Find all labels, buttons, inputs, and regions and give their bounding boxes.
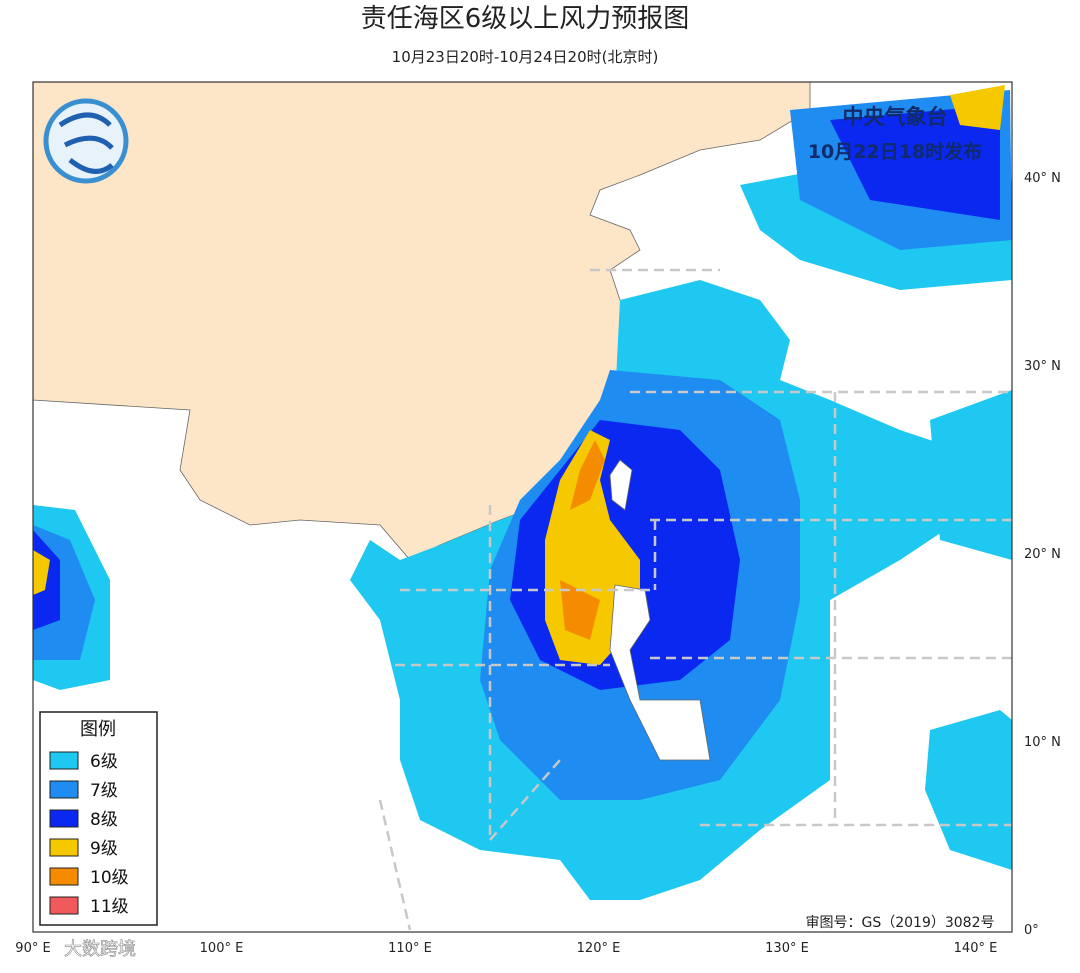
wind-zone bbox=[930, 390, 1012, 560]
legend-label: 10级 bbox=[90, 868, 129, 888]
lon-label: 140° E bbox=[954, 941, 998, 956]
legend-label: 9级 bbox=[90, 839, 118, 859]
legend-swatch bbox=[49, 867, 79, 886]
wind-zone bbox=[925, 710, 1012, 870]
wind-zone bbox=[570, 440, 605, 510]
issue-time: 10月22日18时发布 bbox=[808, 140, 982, 163]
lon-label: 110° E bbox=[388, 941, 432, 956]
wind-zone bbox=[830, 105, 1000, 220]
watermark: 大数跨境 bbox=[64, 939, 136, 960]
boundary-line bbox=[378, 268, 1012, 931]
logo-mark bbox=[58, 112, 114, 174]
map-number: 审图号：GS（2019）3082号 bbox=[806, 915, 995, 931]
title: 责任海区6级以上风力预报图 bbox=[361, 4, 690, 34]
legend-title: 图例 bbox=[80, 719, 116, 740]
legend-swatch bbox=[49, 896, 79, 915]
legend-swatch bbox=[49, 809, 79, 828]
logo bbox=[43, 98, 129, 184]
lon-label: 100° E bbox=[200, 941, 244, 956]
legend-label: 6级 bbox=[90, 752, 118, 772]
wind-zone bbox=[950, 85, 1005, 130]
legend-swatch bbox=[49, 751, 79, 770]
taiwan bbox=[609, 459, 633, 511]
legend-swatch bbox=[49, 838, 79, 857]
legend-box bbox=[39, 711, 158, 926]
legend-label: 11级 bbox=[90, 897, 129, 917]
lat-label: 40° N bbox=[1024, 171, 1061, 186]
legend-swatch bbox=[49, 780, 79, 799]
sea-area-boundaries bbox=[378, 268, 1012, 931]
philippines bbox=[609, 584, 711, 761]
agency: 中央气象台 bbox=[843, 105, 948, 129]
legend-label: 8级 bbox=[90, 810, 118, 830]
map-frame bbox=[32, 81, 1013, 933]
legend: 图例 6级 7级 8级 9级 10级 11级 bbox=[39, 711, 158, 926]
subtitle: 10月23日20时-10月24日20时(北京时) bbox=[392, 48, 659, 66]
lon-label: 130° E bbox=[765, 941, 809, 956]
legend-label: 7级 bbox=[90, 781, 118, 801]
map-area bbox=[32, 81, 1013, 933]
lat-label: 20° N bbox=[1024, 547, 1061, 562]
lat-label: 30° N bbox=[1024, 359, 1061, 374]
wind-zones bbox=[33, 85, 1012, 900]
wind-zone bbox=[560, 580, 600, 640]
lon-label: 120° E bbox=[577, 941, 621, 956]
lat-label: 10° N bbox=[1024, 735, 1061, 750]
lon-label: 90° E bbox=[15, 941, 50, 956]
lat-label: 0° bbox=[1024, 923, 1039, 938]
wind-zone bbox=[33, 550, 50, 595]
